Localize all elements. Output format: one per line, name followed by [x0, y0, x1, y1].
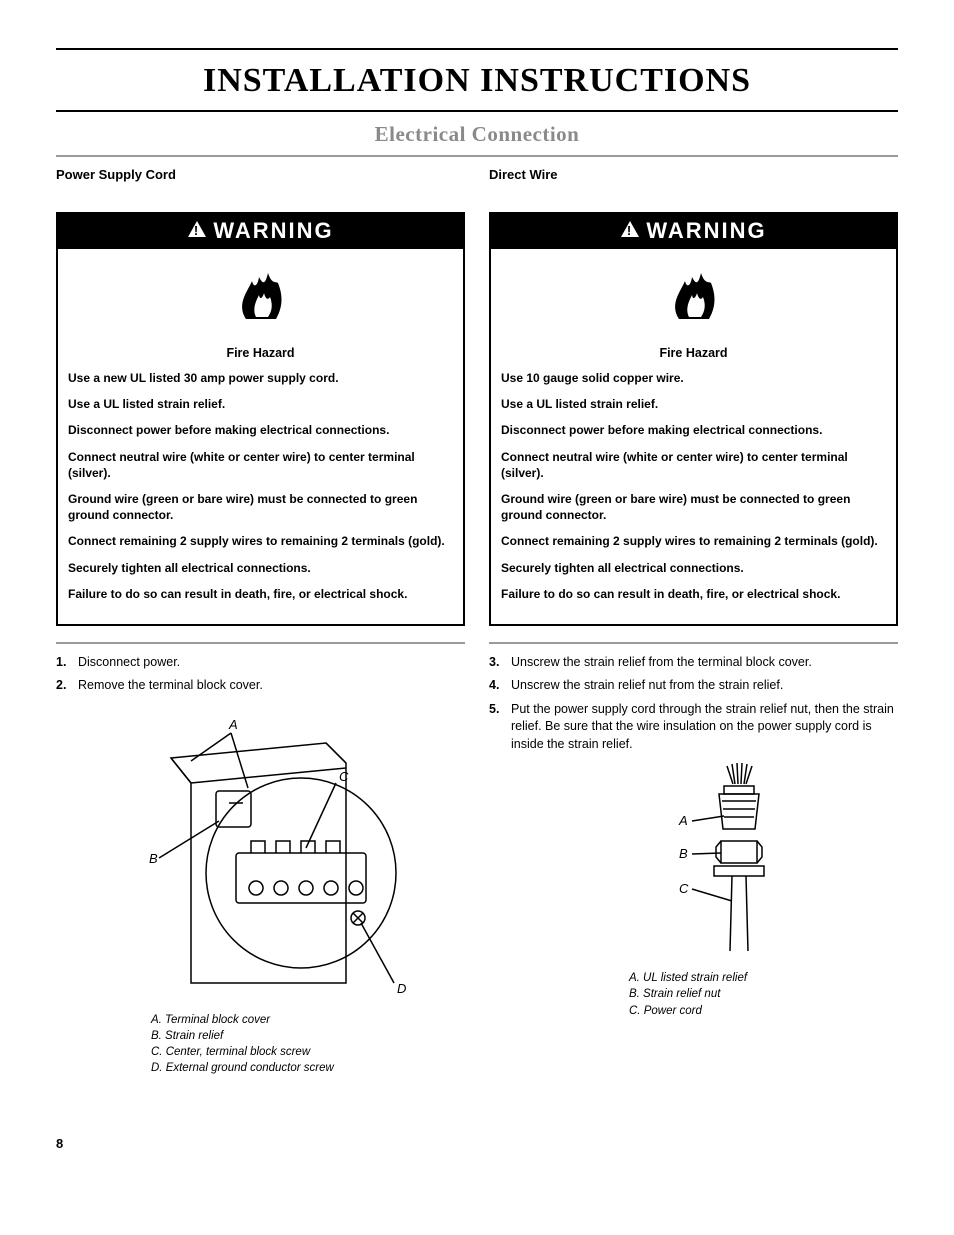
caption-line: A. UL listed strain relief [629, 970, 898, 986]
left-heading: Power Supply Cord [56, 167, 465, 182]
svg-text:A: A [678, 813, 688, 828]
warning-bar-left: ! WARNING [58, 214, 463, 249]
figure-left: A B C D A. Terminal block cover B. Strai… [56, 703, 465, 1076]
warning-subhead-left: Fire Hazard [68, 346, 453, 360]
warn-para: Use 10 gauge solid copper wire. [501, 370, 886, 386]
warning-box-right: ! WARNING Fire Hazard Use 10 gauge solid… [489, 212, 898, 626]
steps-left: Disconnect power. Remove the terminal bl… [56, 654, 465, 695]
caption-line: B. Strain relief nut [629, 986, 898, 1002]
warning-box-left: ! WARNING Fire Hazard Use a new UL liste… [56, 212, 465, 626]
step-item: Unscrew the strain relief nut from the s… [489, 677, 898, 695]
label-B: B [149, 851, 158, 866]
warn-para: Ground wire (green or bare wire) must be… [68, 491, 453, 523]
warn-para: Connect neutral wire (white or center wi… [68, 449, 453, 481]
warning-bar-label: WARNING [213, 218, 333, 244]
page-title: INSTALLATION INSTRUCTIONS [56, 56, 898, 104]
column-right: Direct Wire ! WARNING Fire Hazard Use 10… [489, 163, 898, 1076]
warn-para: Disconnect power before making electrica… [501, 422, 886, 438]
warning-body-right: Fire Hazard Use 10 gauge solid copper wi… [491, 340, 896, 624]
rule-top [56, 48, 898, 50]
warn-para: Use a new UL listed 30 amp power supply … [68, 370, 453, 386]
two-column-layout: Power Supply Cord ! WARNING Fire Hazard … [56, 163, 898, 1076]
warn-para: Use a UL listed strain relief. [501, 396, 886, 412]
warning-bar-label: WARNING [646, 218, 766, 244]
column-left: Power Supply Cord ! WARNING Fire Hazard … [56, 163, 465, 1076]
warn-para: Failure to do so can result in death, fi… [68, 586, 453, 602]
flame-icon-right [491, 249, 896, 340]
sub-rule [56, 155, 898, 157]
label-C: C [339, 769, 349, 784]
step-item: Disconnect power. [56, 654, 465, 672]
sub-rule-right [489, 642, 898, 644]
warning-triangle-icon: ! [187, 218, 207, 244]
caption-line: B. Strain relief [151, 1028, 465, 1044]
svg-text:!: ! [194, 223, 200, 238]
caption-line: C. Power cord [629, 1003, 898, 1019]
caption-line: C. Center, terminal block screw [151, 1044, 465, 1060]
warn-para: Failure to do so can result in death, fi… [501, 586, 886, 602]
flame-icon-left [58, 249, 463, 340]
right-heading: Direct Wire [489, 167, 898, 182]
svg-text:C: C [679, 881, 689, 896]
svg-text:!: ! [627, 223, 633, 238]
page-number: 8 [56, 1136, 898, 1151]
warn-para: Use a UL listed strain relief. [68, 396, 453, 412]
caption-line: A. Terminal block cover [151, 1012, 465, 1028]
figure-caption-left: A. Terminal block cover B. Strain relief… [151, 1012, 465, 1076]
warn-para: Ground wire (green or bare wire) must be… [501, 491, 886, 523]
warning-triangle-icon: ! [620, 218, 640, 244]
section-subtitle: Electrical Connection [56, 122, 898, 147]
warn-para: Connect neutral wire (white or center wi… [501, 449, 886, 481]
step-item: Unscrew the strain relief from the termi… [489, 654, 898, 672]
figure-caption-right: A. UL listed strain relief B. Strain rel… [629, 970, 898, 1018]
caption-line: D. External ground conductor screw [151, 1060, 465, 1076]
steps-right: Unscrew the strain relief from the termi… [489, 654, 898, 754]
label-A: A [228, 717, 238, 732]
sub-rule-left [56, 642, 465, 644]
svg-text:B: B [679, 846, 688, 861]
warn-para: Securely tighten all electrical connecti… [68, 560, 453, 576]
label-D: D [397, 981, 406, 996]
step-item: Remove the terminal block cover. [56, 677, 465, 695]
step-item: Put the power supply cord through the st… [489, 701, 898, 754]
warning-bar-right: ! WARNING [491, 214, 896, 249]
figure-right: A B C A. UL listed strain relief B. Stra… [489, 761, 898, 1018]
warning-body-left: Fire Hazard Use a new UL listed 30 amp p… [58, 340, 463, 624]
warn-para: Disconnect power before making electrica… [68, 422, 453, 438]
warning-subhead-right: Fire Hazard [501, 346, 886, 360]
rule-bottom [56, 110, 898, 112]
warn-para: Securely tighten all electrical connecti… [501, 560, 886, 576]
warn-para: Connect remaining 2 supply wires to rema… [501, 533, 886, 549]
warn-para: Connect remaining 2 supply wires to rema… [68, 533, 453, 549]
